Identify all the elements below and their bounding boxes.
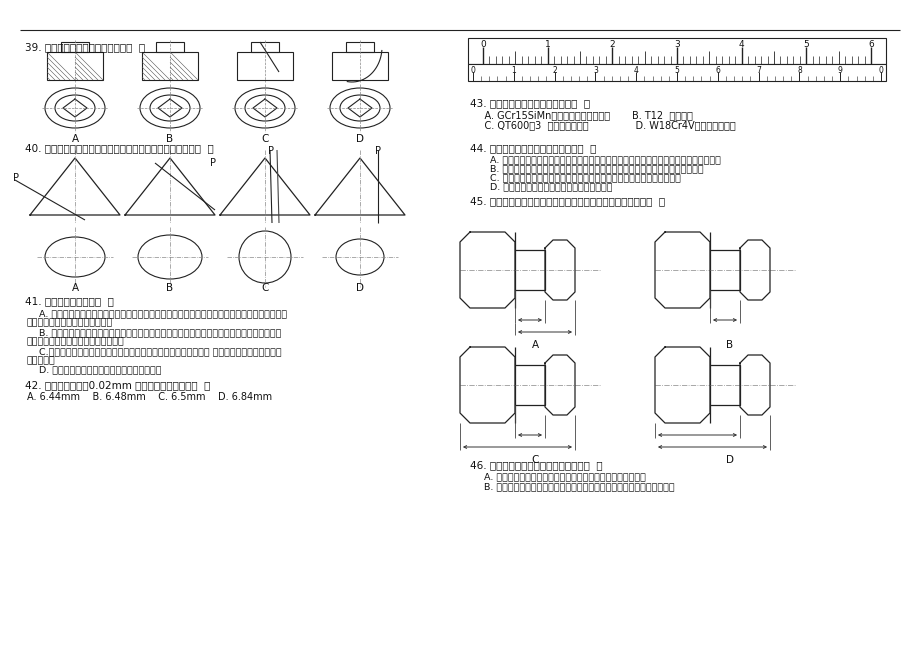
Text: C. QT600－3  （内燃机曲轴）               D. W18Cr4V（丝锥、板牙）: C. QT600－3 （内燃机曲轴） D. W18Cr4V（丝锥、板牙）: [471, 120, 735, 130]
Text: B. 调质热处理是淬火加高温回火的复合热处理，用于处理各种弹性元件和冲击工具: B. 调质热处理是淬火加高温回火的复合热处理，用于处理各种弹性元件和冲击工具: [471, 164, 703, 173]
Text: D. 淬火可提高钢的硬度，退火可降低钢的硬度: D. 淬火可提高钢的硬度，退火可降低钢的硬度: [471, 182, 612, 191]
Text: 0: 0: [480, 40, 485, 49]
Text: 7: 7: [755, 66, 760, 75]
Text: P: P: [375, 146, 380, 156]
Text: 42. 图示读数精度为0.02mm 的游标卡尺的读数是（  ）: 42. 图示读数精度为0.02mm 的游标卡尺的读数是（ ）: [25, 380, 210, 390]
Text: 45. 在卧式车床上加工阶梯轴，各图中尺寸标注便于测量的是（  ）: 45. 在卧式车床上加工阶梯轴，各图中尺寸标注便于测量的是（ ）: [470, 196, 664, 206]
Text: 6: 6: [868, 40, 873, 49]
Text: 0: 0: [878, 66, 882, 75]
Bar: [468, 64, 885, 81]
Text: D. 销连接中，销与销孔为配合，画成一条线。: D. 销连接中，销与销孔为配合，画成一条线。: [27, 365, 162, 374]
Bar: [237, 52, 292, 80]
Text: A. 在装配图中，当剖切平面通过螺杆轴线时，螺纹紧固件均按未剖切绘制；紧固件的工艺结构，: A. 在装配图中，当剖切平面通过螺杆轴线时，螺纹紧固件均按未剖切绘制；紧固件的工…: [27, 309, 287, 318]
Text: 6: 6: [715, 66, 720, 75]
Bar: [515, 365, 544, 405]
Text: C.普通平键连接中，键的工作面与键槽的两侧面接触，面成一条线 键的底面与轴上键槽的底面: C.普通平键连接中，键的工作面与键槽的两侧面接触，面成一条线 键的底面与轴上键槽…: [27, 347, 281, 356]
Text: 3: 3: [674, 40, 679, 49]
Bar: [47, 52, 103, 80]
Text: A. 交叉锉锉刀的运动方向是交叉的，适宜锉削余量较小的工件: A. 交叉锉锉刀的运动方向是交叉的，适宜锉削余量较小的工件: [471, 472, 645, 481]
Text: B: B: [166, 283, 174, 293]
Bar: [709, 250, 739, 290]
Bar: [251, 42, 278, 52]
Text: A. 自然时效是是将铸件置于露天场地半年以上，使其缓慢地发生变形，从而使内应力消除: A. 自然时效是是将铸件置于露天场地半年以上，使其缓慢地发生变形，从而使内应力消…: [471, 155, 720, 164]
Text: 39. 下列剖视图中，正确的一组是（  ）: 39. 下列剖视图中，正确的一组是（ ）: [25, 42, 145, 52]
Text: 9: 9: [837, 66, 842, 75]
Text: 时，两零件的轮廓线可简化为一条线。: 时，两零件的轮廓线可简化为一条线。: [27, 337, 125, 346]
Text: C: C: [531, 455, 539, 465]
Text: 1: 1: [544, 40, 550, 49]
Text: 1: 1: [511, 66, 516, 75]
Text: D: D: [725, 455, 733, 465]
Text: 46. 下列关于锉削加工的说法正确的是（  ）: 46. 下列关于锉削加工的说法正确的是（ ）: [470, 460, 602, 470]
Text: B. 平面锉削是锉削中最基本的操作，常用三种操作方法中滚锉法使用最多: B. 平面锉削是锉削中最基本的操作，常用三种操作方法中滚锉法使用最多: [471, 482, 674, 491]
Text: D: D: [356, 283, 364, 293]
Text: 3: 3: [593, 66, 597, 75]
Text: C. 某些大型非合金钢工件，如铁道车辆的车轴，可用正火作为最终热处理: C. 某些大型非合金钢工件，如铁道车辆的车轴，可用正火作为最终热处理: [471, 173, 680, 182]
Text: A. GCr15SiMn（滚动轴承内、外圈）       B. T12  （锉刀）: A. GCr15SiMn（滚动轴承内、外圈） B. T12 （锉刀）: [471, 110, 692, 120]
Text: 40. 圆锥被一平面截切，截交线为椭圆时，截平面的位置是（  ）: 40. 圆锥被一平面截切，截交线为椭圆时，截平面的位置是（ ）: [25, 143, 213, 153]
Text: B. 在装配图中，相邻两零件的剖面线方向应相反或方向相同间距不同；相邻两零件的间隔很小: B. 在装配图中，相邻两零件的剖面线方向应相反或方向相同间距不同；相邻两零件的间…: [27, 328, 281, 337]
Text: 41. 下列说法错误的是（  ）: 41. 下列说法错误的是（ ）: [25, 296, 114, 306]
Text: A: A: [531, 340, 538, 350]
Bar: [156, 42, 184, 52]
Text: 2: 2: [551, 66, 556, 75]
Text: D: D: [356, 134, 364, 144]
Text: 8: 8: [796, 66, 800, 75]
Text: C: C: [261, 283, 268, 293]
Text: 5: 5: [802, 40, 809, 49]
Text: P: P: [13, 173, 19, 183]
Bar: [515, 250, 544, 290]
Bar: [61, 42, 89, 52]
Text: 如倒角、退刀槽等均可省略不画。: 如倒角、退刀槽等均可省略不画。: [27, 318, 113, 327]
Bar: [332, 52, 388, 80]
Text: 4: 4: [738, 40, 743, 49]
Bar: [468, 38, 885, 64]
Text: A: A: [72, 134, 78, 144]
Bar: [709, 365, 739, 405]
Text: 43. 下列材料的用途举例错误的是（  ）: 43. 下列材料的用途举例错误的是（ ）: [470, 98, 589, 108]
Text: P: P: [210, 158, 216, 168]
Text: P: P: [267, 146, 274, 156]
Text: 0: 0: [470, 66, 475, 75]
Text: 44. 下列关于热处理描述不正确的是（  ）: 44. 下列关于热处理描述不正确的是（ ）: [470, 143, 596, 153]
Text: 2: 2: [609, 40, 615, 49]
Bar: [142, 52, 198, 80]
Bar: [346, 42, 374, 52]
Text: A: A: [72, 283, 78, 293]
Text: C: C: [261, 134, 268, 144]
Text: 4: 4: [633, 66, 638, 75]
Text: B: B: [166, 134, 174, 144]
Text: B: B: [726, 340, 732, 350]
Text: 成一条线。: 成一条线。: [27, 356, 56, 365]
Text: A. 6.44mm    B. 6.48mm    C. 6.5mm    D. 6.84mm: A. 6.44mm B. 6.48mm C. 6.5mm D. 6.84mm: [27, 392, 272, 402]
Text: 5: 5: [674, 66, 679, 75]
